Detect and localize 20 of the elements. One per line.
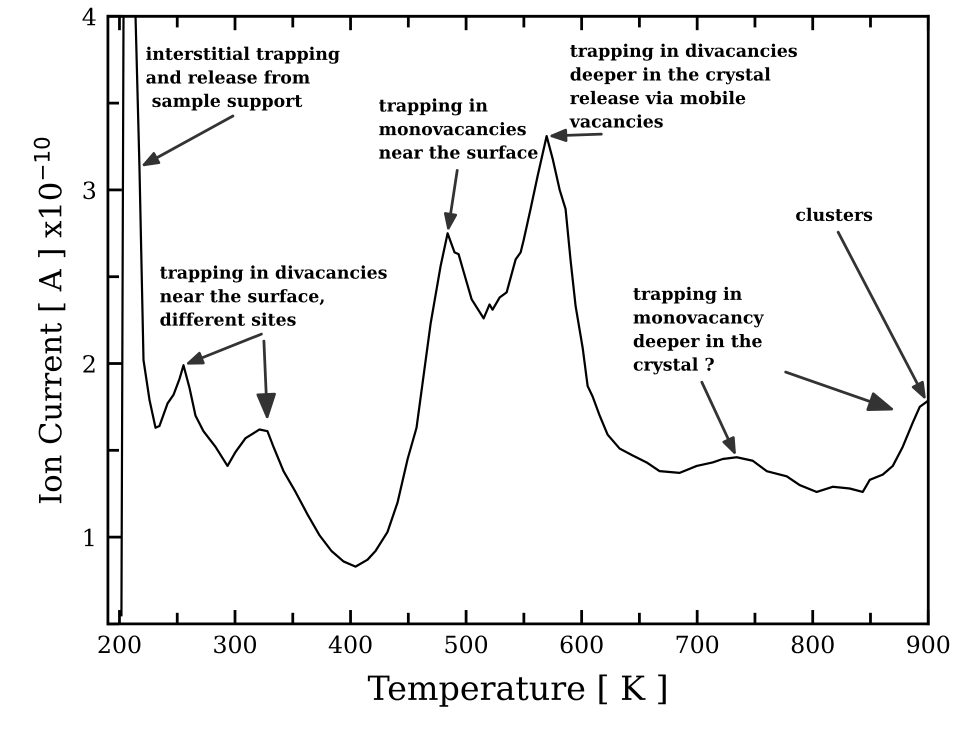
x-tick-label: 700: [676, 635, 718, 654]
annotation: clusters: [796, 208, 872, 222]
x-tick-label: 500: [446, 635, 488, 654]
x-tick-label: 800: [792, 635, 834, 654]
annotation: trapping in monovacancy deeper in the crystal ?: [633, 286, 764, 374]
y-axis-title: Ion Current [ A ] x10$^{−10}$: [34, 138, 66, 504]
y-tick-label: 1: [84, 528, 94, 546]
y-tick-label: 2: [83, 354, 94, 372]
annotation: trapping in divacancies near the surface, different sites: [160, 265, 387, 326]
annotation: trapping in monovacancies near the surface: [379, 98, 538, 159]
x-tick-label: 200: [98, 635, 140, 654]
x-tick-label: 300: [214, 635, 256, 654]
y-tick-label: 4: [82, 8, 96, 26]
x-tick-label: 900: [907, 635, 950, 654]
x-tick-label: 600: [560, 635, 603, 654]
y-tick-label: 3: [84, 181, 96, 200]
x-axis-title: Temperature [ K ]: [368, 674, 666, 707]
annotation: interstitial trapping and release from sample support: [146, 46, 340, 111]
x-tick-label: 400: [328, 635, 372, 654]
annotation: trapping in divacancies deeper in the crystal release via mobile vacancies: [569, 44, 797, 128]
